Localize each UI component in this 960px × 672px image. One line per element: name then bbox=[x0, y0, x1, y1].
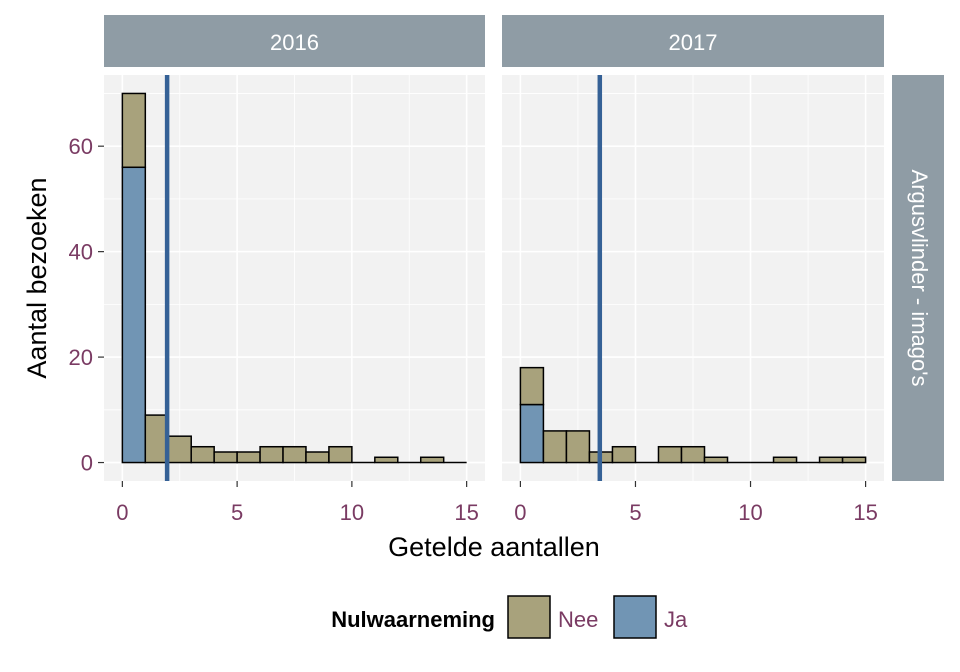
bar-nee bbox=[680, 445, 706, 464]
row-strip bbox=[892, 75, 944, 481]
facet-strip-2017 bbox=[502, 15, 884, 67]
facet-strip-2017-label: 2017 bbox=[669, 30, 718, 55]
bar-nee bbox=[305, 451, 330, 464]
x-tick-label: 10 bbox=[738, 500, 762, 525]
x-tick-label: 10 bbox=[340, 500, 364, 525]
legend-key-ja bbox=[613, 595, 657, 639]
bar-nee bbox=[542, 430, 568, 464]
bar-ja bbox=[121, 166, 147, 464]
bar-nee bbox=[841, 456, 867, 464]
bar-nee bbox=[259, 445, 284, 464]
legend: Nulwaarneming Nee Ja bbox=[331, 595, 688, 639]
y-tick-label: 20 bbox=[69, 345, 93, 370]
x-tick-label: 0 bbox=[116, 500, 128, 525]
panel-2016 bbox=[104, 75, 485, 481]
bar-nee bbox=[611, 445, 637, 464]
y-tick-label: 60 bbox=[69, 134, 93, 159]
bar-nee bbox=[565, 430, 591, 464]
y-tick-label: 40 bbox=[69, 240, 93, 265]
facet-strip-2016-label: 2016 bbox=[270, 30, 319, 55]
x-axis-title: Getelde aantallen bbox=[388, 532, 600, 562]
bar-nee bbox=[144, 414, 170, 464]
bar-nee bbox=[374, 456, 399, 464]
x-axes: 0 5 10 15 0 5 10 15 bbox=[116, 481, 878, 525]
legend-label-ja: Ja bbox=[664, 607, 688, 632]
y-axis: 0 20 40 60 bbox=[69, 134, 104, 476]
bar-nee bbox=[519, 366, 545, 406]
bar-nee bbox=[818, 456, 844, 464]
bar-nee bbox=[190, 445, 215, 464]
bar-nee bbox=[703, 456, 729, 464]
x-tick-label: 5 bbox=[231, 500, 243, 525]
legend-label-nee: Nee bbox=[558, 607, 598, 632]
bar-nee bbox=[236, 451, 261, 464]
legend-key-nee bbox=[507, 595, 551, 639]
legend-title: Nulwaarneming bbox=[331, 607, 495, 632]
bar-nee bbox=[121, 92, 147, 169]
y-tick-label: 0 bbox=[81, 451, 93, 476]
bar-nee bbox=[282, 445, 307, 464]
bar-nee bbox=[328, 445, 353, 464]
x-tick-label: 5 bbox=[629, 500, 641, 525]
facet-strip-2016 bbox=[104, 15, 485, 67]
x-tick-label: 0 bbox=[514, 500, 526, 525]
bar-nee bbox=[213, 451, 238, 464]
panel-2017 bbox=[502, 75, 884, 481]
bar-nee bbox=[419, 456, 445, 464]
bar-nee bbox=[772, 456, 798, 464]
bar-nee bbox=[657, 445, 683, 464]
row-strip-label: Argusvlinder - imago's bbox=[907, 170, 932, 387]
bar-nee bbox=[167, 435, 192, 464]
y-axis-title: Aantal bezoeken bbox=[22, 177, 52, 378]
x-tick-label: 15 bbox=[454, 500, 478, 525]
x-tick-label: 15 bbox=[853, 500, 877, 525]
bar-ja bbox=[519, 403, 545, 464]
